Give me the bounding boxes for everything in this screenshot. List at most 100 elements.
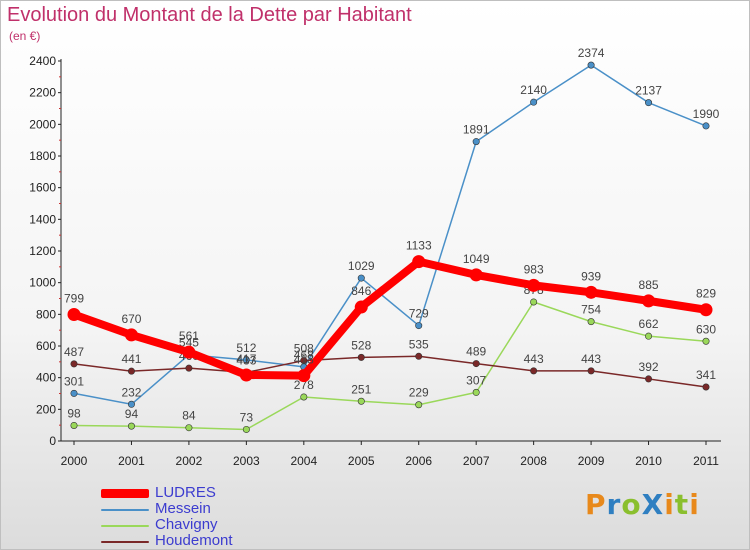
data-point-messein xyxy=(70,389,78,397)
data-label-messein: 2374 xyxy=(578,46,605,60)
data-point-ludres xyxy=(642,294,656,308)
legend-label: Messein xyxy=(155,500,211,517)
data-point-messein xyxy=(357,274,365,282)
y-tick-label: 2400 xyxy=(29,54,56,68)
x-tick-label: 2007 xyxy=(463,454,490,468)
data-label-messein: 1891 xyxy=(463,123,490,137)
data-label-ludres: 846 xyxy=(351,284,371,298)
y-tick-label: 1800 xyxy=(29,149,56,163)
data-label-ludres: 829 xyxy=(696,287,716,301)
data-point-ludres xyxy=(469,268,483,282)
data-label-ludres: 799 xyxy=(64,291,84,305)
logo-letter: P xyxy=(585,488,607,521)
data-label-chavigny: 98 xyxy=(67,406,81,420)
data-label-houdemont: 535 xyxy=(409,337,429,351)
data-label-messein: 729 xyxy=(409,307,429,321)
data-point-houdemont xyxy=(702,383,710,391)
data-point-chavigny xyxy=(185,424,193,432)
data-label-chavigny: 662 xyxy=(639,317,659,331)
data-label-chavigny: 251 xyxy=(351,382,371,396)
data-label-ludres: 983 xyxy=(524,262,544,276)
data-label-houdemont: 441 xyxy=(121,352,141,366)
data-point-ludres xyxy=(182,345,196,359)
data-point-messein xyxy=(472,138,480,146)
data-label-ludres: 561 xyxy=(179,329,199,343)
data-point-chavigny xyxy=(702,337,710,345)
data-label-ludres: 885 xyxy=(639,278,659,292)
series-line-messein xyxy=(73,64,707,406)
data-point-ludres xyxy=(239,368,253,382)
data-label-ludres: 413 xyxy=(294,353,314,367)
data-point-ludres xyxy=(527,278,541,292)
y-tick-label: 600 xyxy=(36,339,56,353)
y-tick-label: 0 xyxy=(49,434,56,448)
data-label-houdemont: 443 xyxy=(581,352,601,366)
data-label-houdemont: 433 xyxy=(236,353,256,367)
data-label-chavigny: 630 xyxy=(696,322,716,336)
data-point-ludres xyxy=(67,307,81,321)
logo-letter: X xyxy=(641,488,665,521)
data-label-messein: 2140 xyxy=(520,83,547,97)
x-tick-label: 2006 xyxy=(405,454,432,468)
data-point-chavigny xyxy=(415,401,423,409)
y-tick-label: 800 xyxy=(36,307,56,321)
x-tick-label: 2005 xyxy=(348,454,375,468)
y-tick-label: 200 xyxy=(36,402,56,416)
data-label-chavigny: 229 xyxy=(409,386,429,400)
data-point-ludres xyxy=(124,328,138,342)
chart-subtitle: (en €) xyxy=(9,29,41,43)
y-tick-label: 1400 xyxy=(29,212,56,226)
data-label-messein: 301 xyxy=(64,374,84,388)
data-point-ludres xyxy=(699,303,713,317)
data-label-messein: 468 xyxy=(294,348,314,362)
data-label-houdemont: 489 xyxy=(466,345,486,359)
data-label-houdemont: 508 xyxy=(294,342,314,356)
data-label-messein: 232 xyxy=(121,385,141,399)
data-label-chavigny: 278 xyxy=(294,378,314,392)
x-tick-label: 2004 xyxy=(290,454,317,468)
data-point-chavigny xyxy=(300,393,308,401)
logo-letter: o xyxy=(621,488,642,521)
data-point-houdemont xyxy=(645,375,653,383)
data-label-houdemont: 443 xyxy=(524,352,544,366)
data-label-messein: 2137 xyxy=(635,84,662,98)
data-point-houdemont xyxy=(185,364,193,372)
logo-letter: t xyxy=(674,488,690,521)
data-label-houdemont: 392 xyxy=(639,360,659,374)
data-label-ludres: 939 xyxy=(581,269,601,283)
data-point-messein xyxy=(415,322,423,330)
legend-label: LUDRES xyxy=(155,484,216,501)
data-point-messein xyxy=(702,122,710,130)
data-point-chavigny xyxy=(127,422,135,430)
data-point-houdemont xyxy=(415,352,423,360)
series-line-chavigny xyxy=(73,301,707,431)
data-label-ludres: 1133 xyxy=(406,239,432,253)
data-label-chavigny: 84 xyxy=(182,409,196,423)
data-point-houdemont xyxy=(70,360,78,368)
data-point-chavigny xyxy=(357,397,365,405)
data-label-messein: 1029 xyxy=(348,259,375,273)
data-point-ludres xyxy=(584,285,598,299)
legend-swatch xyxy=(101,509,149,511)
y-tick-label: 400 xyxy=(36,371,56,385)
x-tick-label: 2001 xyxy=(118,454,145,468)
data-label-ludres: 670 xyxy=(121,312,141,326)
data-point-houdemont xyxy=(300,357,308,365)
x-tick-label: 2011 xyxy=(693,454,719,468)
data-label-chavigny: 73 xyxy=(240,410,254,424)
data-point-ludres xyxy=(354,300,368,314)
logo-letter: i xyxy=(689,488,700,521)
legend-label: Chavigny xyxy=(155,516,218,533)
data-point-ludres xyxy=(297,369,311,383)
x-tick-label: 2000 xyxy=(61,454,88,468)
data-point-messein xyxy=(127,400,135,408)
data-point-messein xyxy=(242,356,250,364)
data-label-ludres: 1049 xyxy=(463,252,490,266)
legend-label: Houdemont xyxy=(155,532,233,549)
y-tick-label: 2200 xyxy=(29,86,56,100)
data-point-messein xyxy=(645,99,653,107)
data-point-chavigny xyxy=(530,298,538,306)
data-point-houdemont xyxy=(357,353,365,361)
